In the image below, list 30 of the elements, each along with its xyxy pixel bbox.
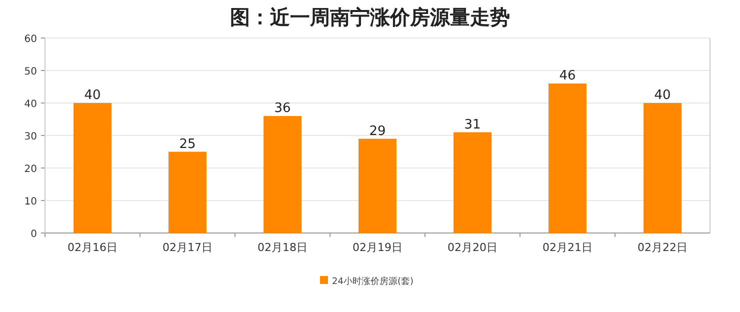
y-tick-label: 60 bbox=[24, 34, 37, 45]
chart-title: 图：近一周南宁涨价房源量走势 bbox=[230, 5, 510, 29]
legend-label: 24小时涨价房源(套) bbox=[332, 276, 414, 287]
data-label: 40 bbox=[654, 88, 671, 103]
data-label: 25 bbox=[179, 136, 196, 152]
x-tick-label: 02月17日 bbox=[162, 241, 212, 254]
y-tick-label: 20 bbox=[24, 164, 37, 175]
bar bbox=[644, 103, 682, 233]
x-tick-label: 02月16日 bbox=[68, 241, 118, 254]
data-label: 46 bbox=[559, 68, 576, 84]
data-label: 29 bbox=[369, 124, 386, 139]
y-tick-label: 30 bbox=[24, 132, 37, 142]
data-label: 40 bbox=[84, 88, 101, 103]
y-tick-label: 10 bbox=[24, 196, 37, 208]
bar bbox=[358, 138, 396, 233]
data-label: 36 bbox=[274, 101, 291, 116]
y-tick-label: 50 bbox=[24, 66, 37, 78]
y-tick-label: 40 bbox=[24, 99, 37, 110]
bar bbox=[548, 84, 586, 233]
x-tick-label: 02月18日 bbox=[258, 241, 308, 254]
data-label: 31 bbox=[464, 117, 481, 132]
x-tick-label: 02月20日 bbox=[448, 241, 498, 254]
x-tick-label: 02月19日 bbox=[352, 241, 402, 254]
x-tick-label: 02月21日 bbox=[542, 241, 592, 254]
y-tick-label: 0 bbox=[30, 229, 37, 240]
bar bbox=[264, 116, 302, 233]
x-tick-label: 02月22日 bbox=[638, 241, 688, 254]
bar bbox=[74, 103, 112, 233]
bar bbox=[454, 132, 492, 233]
bar bbox=[168, 152, 206, 233]
